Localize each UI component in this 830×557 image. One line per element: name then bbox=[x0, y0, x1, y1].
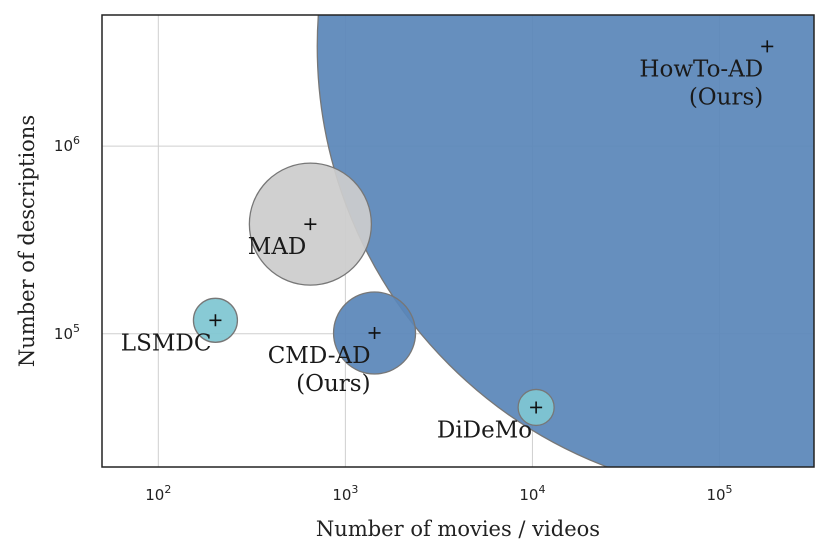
bubble-howto-ad bbox=[316, 15, 814, 467]
x-axis-label: Number of movies / videos bbox=[316, 517, 600, 541]
point-labels: LSMDC MAD CMD-AD (Ours) DiDeMo HowTo-AD (Ours) bbox=[121, 56, 763, 443]
y-axis-label: Number of descriptions bbox=[15, 115, 39, 367]
x-tick-label: 105 bbox=[706, 483, 732, 504]
x-tick-label: 103 bbox=[332, 483, 358, 504]
y-tick-labels: 105 106 bbox=[54, 134, 80, 343]
center-markers bbox=[209, 40, 774, 414]
x-tick-labels: 102 103 104 105 bbox=[145, 483, 732, 504]
label-mad: MAD bbox=[248, 234, 307, 260]
label-howto-ad: HowTo-AD (Ours) bbox=[639, 56, 763, 110]
marker-mad bbox=[304, 218, 317, 231]
x-tick-label: 104 bbox=[519, 483, 545, 504]
marker-cmd-ad bbox=[368, 326, 381, 339]
marker-howto-ad bbox=[761, 40, 774, 53]
y-tick-label: 105 bbox=[54, 322, 80, 343]
plot-frame bbox=[101, 14, 815, 468]
y-tick-label: 106 bbox=[54, 134, 80, 155]
label-cmd-ad: CMD-AD (Ours) bbox=[268, 343, 371, 397]
label-didemo: DiDeMo bbox=[437, 417, 532, 443]
marker-didemo bbox=[530, 401, 543, 414]
x-tick-label: 102 bbox=[145, 483, 171, 504]
label-lsmdc: LSMDC bbox=[121, 330, 212, 356]
marker-lsmdc bbox=[209, 314, 222, 327]
